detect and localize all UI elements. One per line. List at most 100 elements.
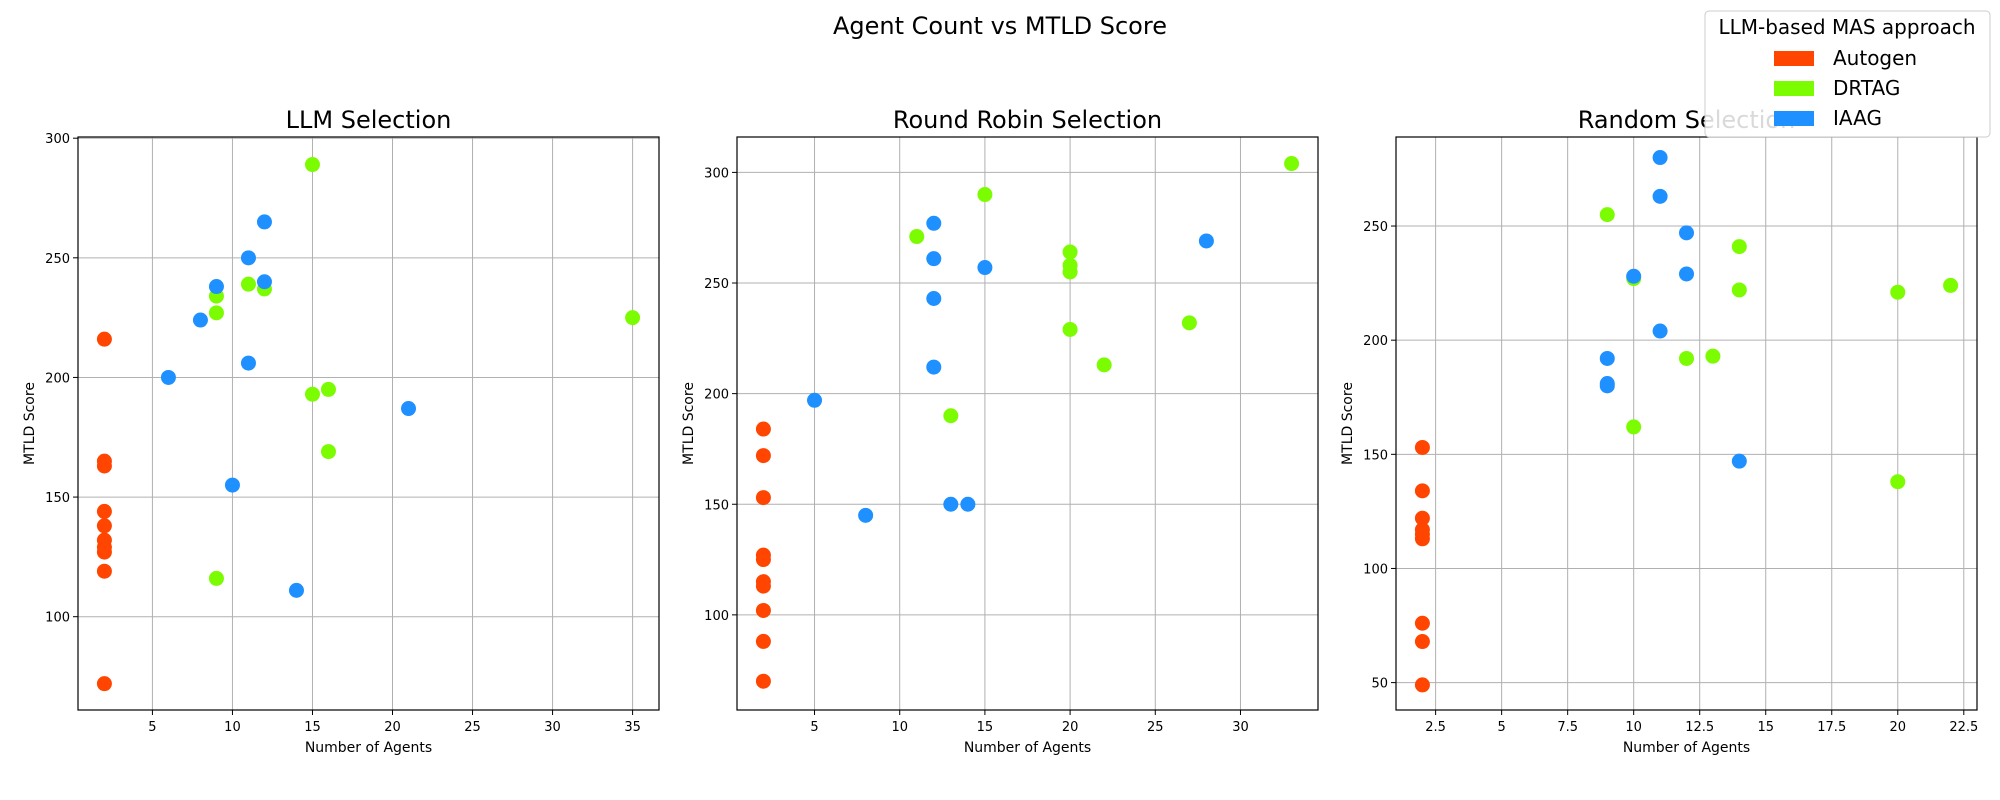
- y-tick-label: 200: [45, 371, 70, 386]
- data-point: [1705, 348, 1721, 364]
- figure-title: Agent Count vs MTLD Score: [833, 12, 1167, 40]
- y-tick-label: 250: [1363, 220, 1388, 235]
- y-tick-label: 250: [704, 277, 729, 292]
- x-tick-label: 25: [464, 720, 481, 735]
- data-point: [320, 381, 336, 397]
- data-point: [1890, 284, 1906, 300]
- data-point: [926, 251, 942, 267]
- series-autogen: [755, 421, 771, 689]
- data-point: [909, 229, 925, 245]
- legend-title: LLM-based MAS approach: [1718, 15, 1975, 39]
- x-tick-label: 12.5: [1685, 720, 1714, 735]
- y-tick-label: 100: [45, 611, 70, 626]
- data-point: [1096, 357, 1112, 373]
- data-point: [1062, 244, 1078, 260]
- data-point: [755, 490, 771, 506]
- subplot-title: LLM Selection: [286, 106, 452, 134]
- data-point: [208, 279, 224, 295]
- data-point: [1652, 150, 1668, 166]
- x-tick-label: 5: [1497, 720, 1505, 735]
- data-point: [96, 676, 112, 692]
- x-tick-label: 15: [304, 720, 321, 735]
- y-tick-label: 50: [1371, 677, 1388, 692]
- data-point: [755, 633, 771, 649]
- data-point: [96, 503, 112, 519]
- data-point: [1679, 350, 1694, 366]
- x-axis-label: Number of Agents: [305, 740, 432, 756]
- data-point: [224, 477, 240, 493]
- data-point: [755, 421, 771, 437]
- data-point: [1414, 483, 1430, 499]
- subplot-1: 5 10 15 20 25 30 35 100 150 200 250 300 LLM Selectio…: [22, 106, 660, 756]
- legend: LLM-based MAS approach Autogen DRTAG IAAG: [1704, 10, 1991, 138]
- series-drtag: [208, 157, 641, 586]
- y-tick-label: 100: [1363, 562, 1388, 577]
- legend-entry-autogen: Autogen: [1774, 46, 1917, 70]
- data-point: [1284, 156, 1300, 172]
- series-iaag: [807, 215, 1214, 523]
- y-tick-label: 200: [1363, 334, 1388, 349]
- data-point: [1652, 323, 1668, 339]
- x-tick-label: 2.5: [1425, 720, 1446, 735]
- data-point: [755, 448, 771, 464]
- data-point: [256, 214, 272, 230]
- x-tick-label: 25: [1147, 720, 1164, 735]
- legend-label: DRTAG: [1833, 76, 1900, 100]
- x-tick-label: 35: [624, 720, 641, 735]
- data-point: [1731, 239, 1747, 255]
- data-point: [1414, 615, 1430, 631]
- data-point: [288, 582, 304, 598]
- y-tick-label: 250: [45, 252, 70, 267]
- data-point: [240, 276, 256, 292]
- subplots: 5 10 15 20 25 30 35 100 150 200 250 300 LLM Selectio…: [22, 106, 1978, 756]
- data-point: [926, 215, 942, 231]
- data-point: [755, 578, 771, 594]
- data-point: [1181, 315, 1197, 331]
- data-point: [1599, 207, 1615, 223]
- x-tick-label: 22.5: [1949, 720, 1978, 735]
- x-tick-label: 15: [1757, 720, 1774, 735]
- y-axis-label: MTLD Score: [1340, 382, 1356, 465]
- series-iaag: [1599, 150, 1747, 469]
- data-point: [256, 274, 272, 290]
- y-tick-label: 200: [704, 388, 729, 403]
- data-point: [160, 369, 176, 385]
- data-point: [1679, 225, 1694, 241]
- data-point: [1652, 188, 1668, 204]
- data-point: [625, 310, 641, 326]
- legend-entry-drtag: DRTAG: [1774, 76, 1900, 100]
- data-point: [96, 544, 112, 560]
- data-point: [1414, 531, 1430, 547]
- series-iaag: [160, 214, 417, 598]
- data-point: [208, 570, 224, 586]
- data-point: [1414, 677, 1430, 693]
- series-drtag: [1599, 207, 1959, 490]
- y-tick-label: 300: [45, 132, 70, 147]
- data-point: [926, 291, 942, 307]
- data-point: [1890, 474, 1906, 490]
- legend-label: IAAG: [1833, 106, 1882, 130]
- data-point: [1062, 321, 1078, 337]
- x-tick-label: 5: [810, 720, 818, 735]
- x-axis-label: Number of Agents: [1623, 740, 1750, 756]
- y-axis-label: MTLD Score: [22, 382, 38, 465]
- data-point: [304, 386, 320, 402]
- axes-frame: [77, 136, 660, 711]
- data-point: [240, 250, 256, 266]
- data-point: [858, 507, 874, 523]
- data-point: [1943, 277, 1959, 293]
- data-point: [1731, 282, 1747, 298]
- data-point: [960, 496, 976, 512]
- data-point: [977, 260, 993, 276]
- series-drtag: [909, 156, 1300, 424]
- x-tick-label: 10: [224, 720, 241, 735]
- data-point: [1599, 376, 1615, 392]
- data-point: [943, 496, 959, 512]
- data-point: [943, 408, 959, 424]
- data-point: [926, 359, 942, 375]
- data-point: [1679, 266, 1694, 282]
- data-point: [96, 331, 112, 347]
- x-tick-label: 5: [148, 720, 156, 735]
- data-point: [1198, 233, 1214, 249]
